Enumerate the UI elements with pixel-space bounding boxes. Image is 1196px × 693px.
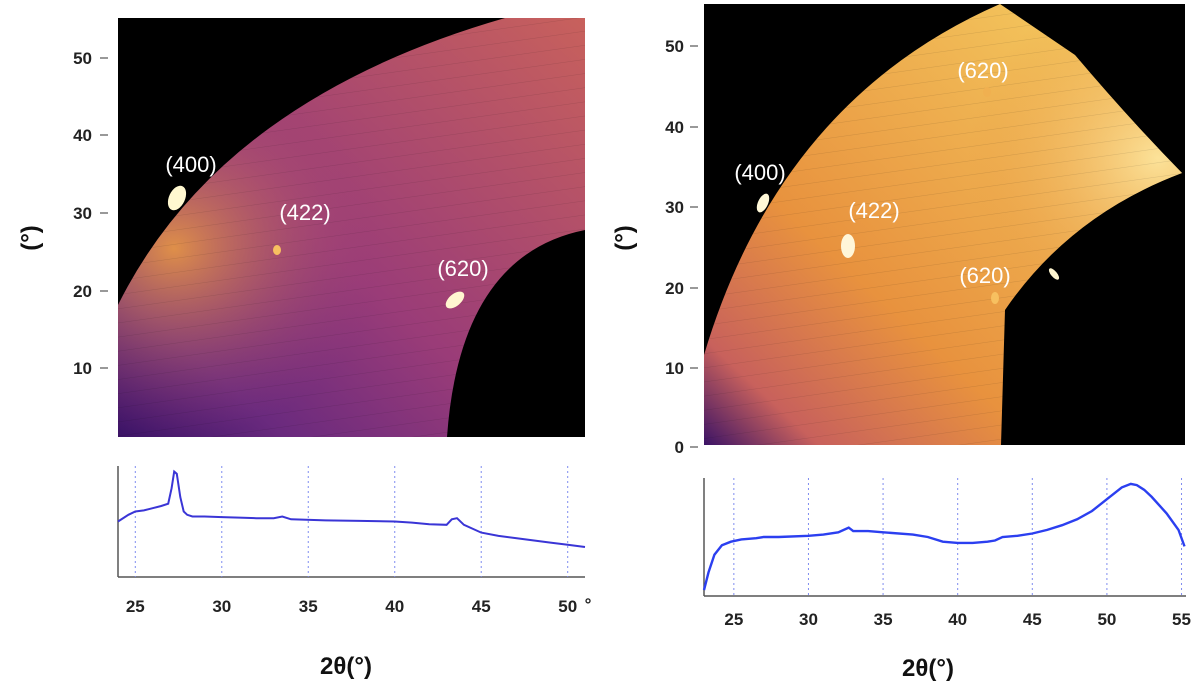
- left-peak-spot-620: [445, 291, 465, 309]
- left-x-tick-label: 45: [472, 597, 491, 616]
- right-line-x-ticks: 25 30 35 40 45 50 55: [724, 610, 1191, 629]
- right-y-tick-label: 30: [665, 198, 684, 217]
- left-annotation-400: (400): [165, 152, 216, 177]
- left-peak-spot-400: [167, 185, 187, 211]
- right-x-tick-label: 30: [799, 610, 818, 629]
- right-y-axis-label: (°): [611, 225, 638, 251]
- right-x-tick-label: 50: [1097, 610, 1116, 629]
- left-x-tick-label: 35: [299, 597, 318, 616]
- left-y-tick-label: 30: [73, 204, 92, 223]
- left-x-axis-label: 2θ(°): [320, 653, 372, 680]
- right-x-tick-label: 35: [874, 610, 893, 629]
- right-heatmap: (620) (400) (422) (620): [704, 4, 1185, 445]
- right-detector-stripes: [704, 4, 1182, 445]
- right-annotation-620-upper: (620): [957, 58, 1008, 83]
- left-annotation-422: (422): [279, 200, 330, 225]
- left-x-tick-label: 30: [212, 597, 231, 616]
- left-y-tick-label: 10: [73, 359, 92, 378]
- left-peak-spot-422: [273, 245, 281, 255]
- right-line-plot: 25 30 35 40 45 50 55 2θ(°): [702, 478, 1191, 682]
- left-line-x-ticks: 25 30 35 40 45 50: [126, 597, 577, 616]
- right-peak-spot-620-upper: [983, 87, 991, 97]
- right-x-tick-label: 45: [1023, 610, 1042, 629]
- right-y-tick-label: 50: [665, 37, 684, 56]
- left-x-tick-label: 50: [558, 597, 577, 616]
- right-annotation-422: (422): [848, 198, 899, 223]
- left-y-tick-label: 40: [73, 126, 92, 145]
- left-line-series: [117, 469, 586, 548]
- left-x-tick-label: 40: [385, 597, 404, 616]
- right-x-tick-label: 25: [724, 610, 743, 629]
- right-peak-spot-422: [841, 234, 855, 258]
- right-line-series: [702, 482, 1186, 591]
- right-annotation-400: (400): [734, 160, 785, 185]
- right-heatmap-y-axis: 0 10 20 30 40 50 (°): [611, 37, 698, 457]
- left-y-tick-label: 50: [73, 49, 92, 68]
- left-x-unit-label: °: [585, 595, 592, 614]
- left-y-tick-label: 20: [73, 282, 92, 301]
- left-heatmap-y-axis: 10 20 30 40 50 (°): [17, 49, 108, 378]
- right-peak-spot-620-edge: [1048, 268, 1060, 280]
- right-y-tick-label: 0: [675, 438, 684, 457]
- right-y-tick-label: 40: [665, 118, 684, 137]
- left-x-tick-label: 25: [126, 597, 145, 616]
- right-peak-spot-400: [756, 193, 770, 213]
- left-y-axis-label: (°): [17, 225, 44, 251]
- right-peak-spot-620-lower: [991, 292, 999, 304]
- right-x-axis-label: 2θ(°): [902, 655, 954, 682]
- right-x-tick-label: 55: [1172, 610, 1191, 629]
- right-x-tick-label: 40: [948, 610, 967, 629]
- right-y-tick-label: 20: [665, 279, 684, 298]
- right-annotation-620-lower: (620): [959, 263, 1010, 288]
- left-line-plot: 25 30 35 40 45 50 ° 2θ(°): [117, 466, 592, 680]
- left-detector-stripes: [118, 18, 585, 437]
- left-annotation-620: (620): [437, 256, 488, 281]
- left-heatmap: (400) (422) (620): [118, 18, 585, 437]
- right-y-tick-label: 10: [665, 359, 684, 378]
